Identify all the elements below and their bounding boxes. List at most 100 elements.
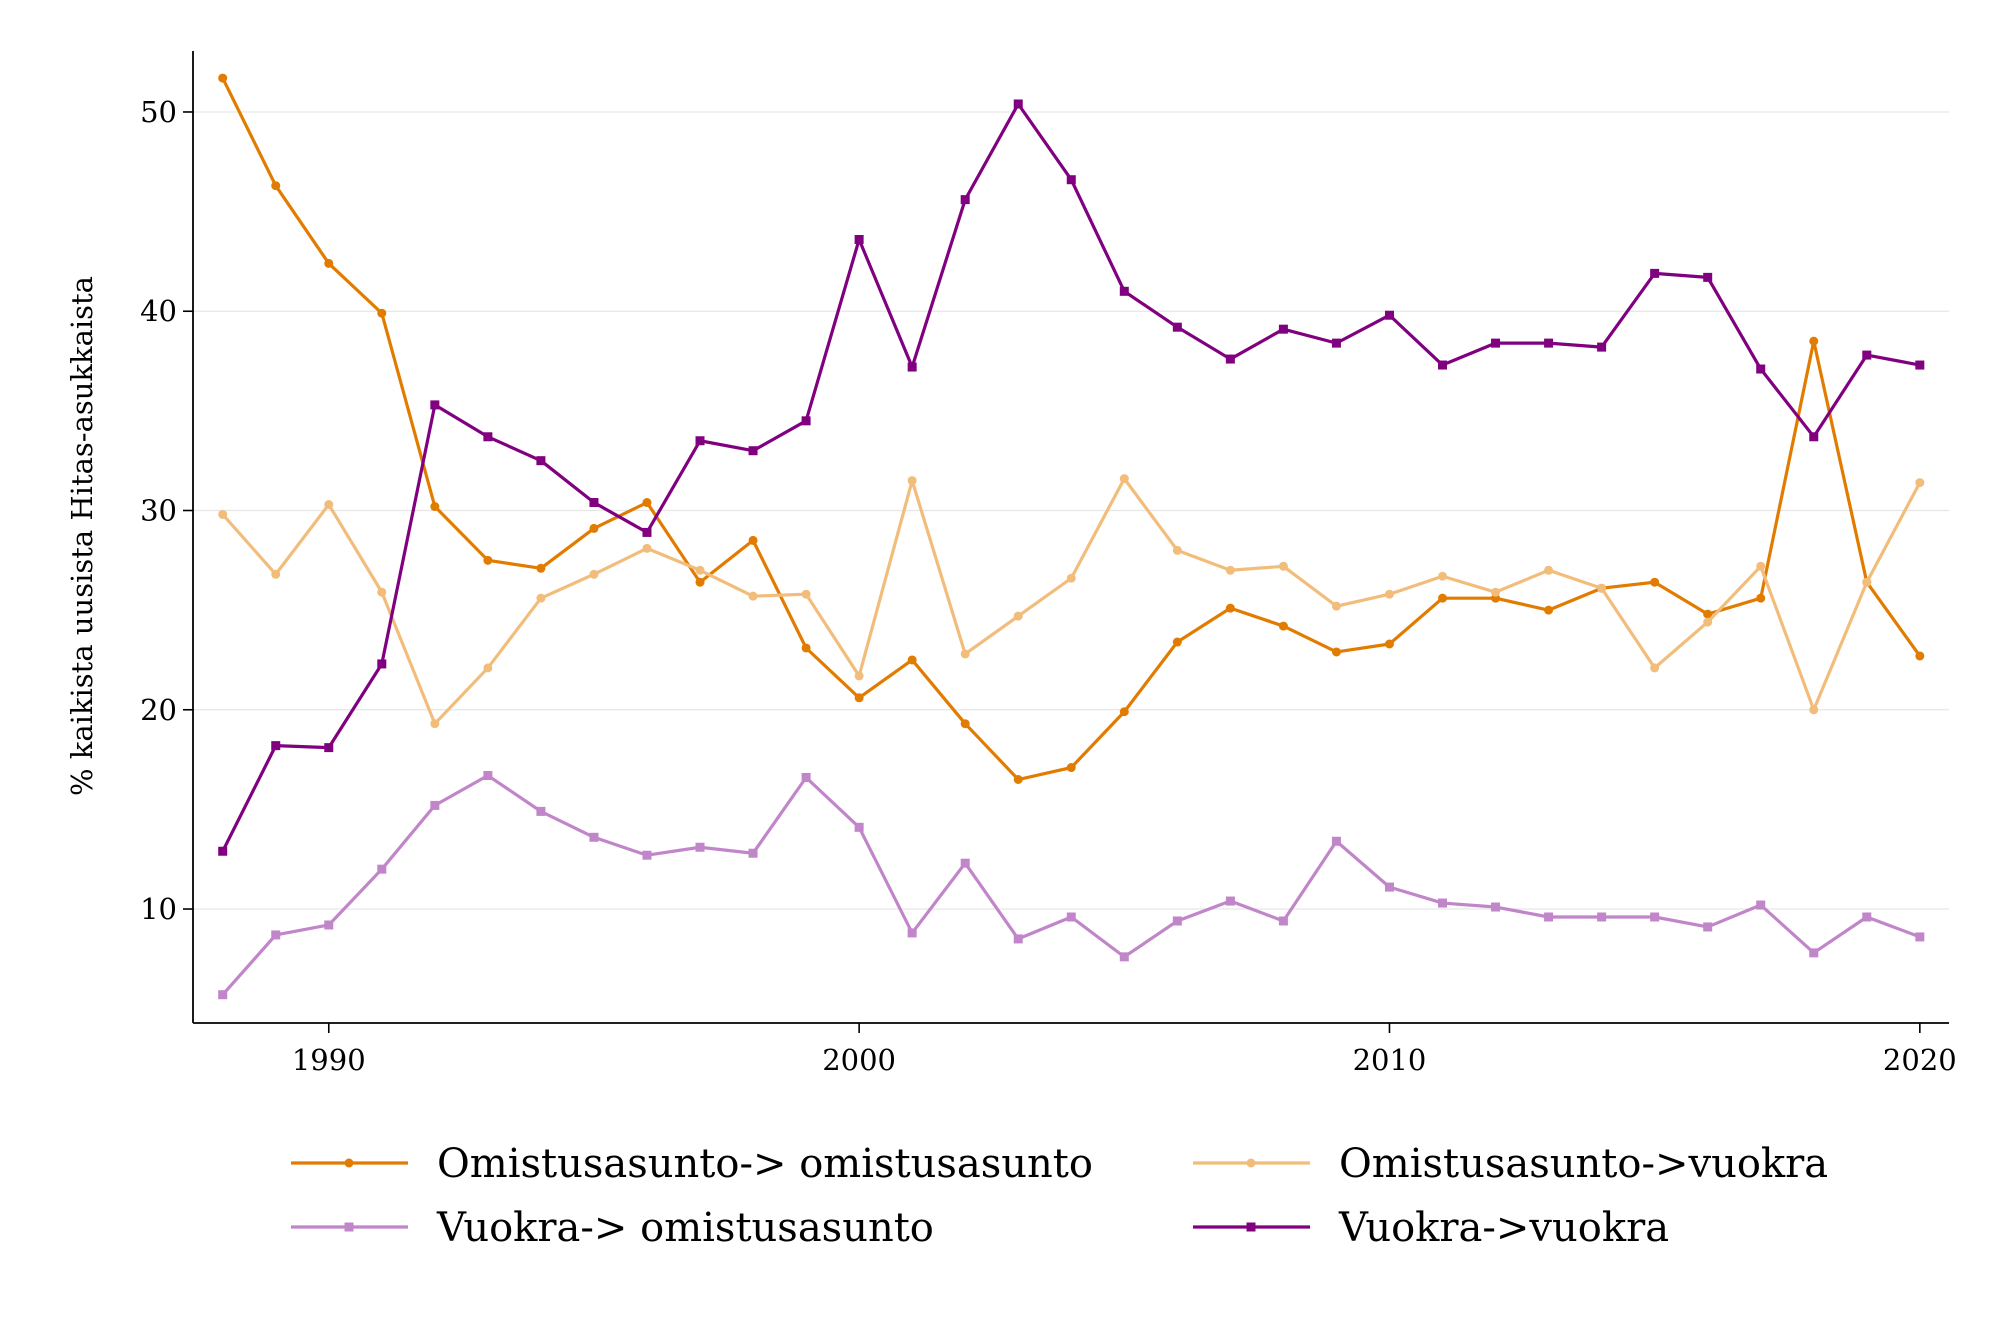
- data-point: [1703, 922, 1713, 932]
- data-point: [960, 858, 970, 868]
- data-point: [907, 928, 917, 938]
- data-point: [1119, 286, 1129, 296]
- data-point: [1703, 617, 1713, 627]
- series-2: [218, 771, 1925, 1000]
- data-point: [1544, 912, 1554, 922]
- data-point: [483, 432, 493, 442]
- data-point: [377, 659, 387, 669]
- data-point: [748, 848, 758, 858]
- data-point: [324, 743, 334, 753]
- y-tick-label: 30: [140, 493, 177, 527]
- data-point: [1597, 912, 1607, 922]
- data-point: [1809, 705, 1819, 715]
- series-0: [218, 73, 1925, 785]
- data-point: [1384, 589, 1394, 599]
- data-point: [1544, 565, 1554, 575]
- data-point: [218, 846, 228, 856]
- data-point: [1650, 577, 1660, 587]
- data-point: [1915, 360, 1925, 370]
- data-point: [1491, 587, 1501, 597]
- data-point: [1756, 593, 1766, 603]
- data-point: [642, 543, 652, 553]
- data-point: [907, 362, 917, 372]
- data-point: [642, 527, 652, 537]
- data-point: [1331, 647, 1341, 657]
- data-point: [589, 498, 599, 508]
- data-point: [589, 523, 599, 533]
- data-point: [1915, 651, 1925, 661]
- data-point: [1172, 637, 1182, 647]
- data-point: [271, 569, 281, 579]
- data-point: [1384, 310, 1394, 320]
- series-1: [218, 474, 1925, 729]
- legend-swatch-marker: [1246, 1222, 1256, 1232]
- data-point: [1331, 601, 1341, 611]
- data-point: [1862, 577, 1872, 587]
- data-point: [1278, 561, 1288, 571]
- data-point: [536, 593, 546, 603]
- data-point: [1438, 898, 1448, 908]
- data-point: [430, 719, 440, 729]
- data-point: [1809, 948, 1819, 958]
- data-point: [1225, 603, 1235, 613]
- data-point: [854, 693, 864, 703]
- data-point: [1225, 354, 1235, 364]
- data-point: [907, 476, 917, 486]
- data-point: [801, 773, 811, 783]
- data-point: [1066, 573, 1076, 583]
- data-point: [1384, 882, 1394, 892]
- data-point: [483, 663, 493, 673]
- data-point: [589, 569, 599, 579]
- data-point: [748, 591, 758, 601]
- data-point: [1013, 775, 1023, 785]
- data-point: [854, 822, 864, 832]
- series-line: [221, 102, 1921, 852]
- data-point: [801, 416, 811, 426]
- data-point: [960, 649, 970, 659]
- data-point: [536, 456, 546, 466]
- data-point: [324, 500, 334, 510]
- data-point: [1225, 896, 1235, 906]
- data-point: [324, 920, 334, 930]
- x-tick-label: 2010: [1353, 1043, 1427, 1077]
- y-tick-label: 40: [140, 294, 177, 328]
- data-point: [536, 806, 546, 816]
- data-point: [1438, 360, 1448, 370]
- legend-label: Vuokra->vuokra: [1338, 1205, 1669, 1251]
- data-point: [589, 832, 599, 842]
- legend-item: Omistusasunto-> omistusasunto: [291, 1141, 1093, 1187]
- legend-label: Omistusasunto-> omistusasunto: [437, 1141, 1093, 1187]
- legend-swatch-marker: [1246, 1158, 1256, 1168]
- data-point: [1862, 350, 1872, 360]
- data-point: [1809, 336, 1819, 346]
- data-point: [695, 436, 705, 446]
- data-point: [1756, 561, 1766, 571]
- data-point: [536, 563, 546, 573]
- data-point: [695, 565, 705, 575]
- data-point: [324, 258, 334, 268]
- data-point: [1066, 912, 1076, 922]
- data-point: [801, 643, 811, 653]
- gridlines: [193, 111, 1949, 910]
- data-point: [483, 771, 493, 781]
- data-point: [1915, 932, 1925, 942]
- legend: Omistusasunto-> omistusasunto Omistusasun…: [291, 1141, 1828, 1251]
- data-point: [1066, 763, 1076, 773]
- data-point: [1597, 342, 1607, 352]
- data-point: [1438, 571, 1448, 581]
- data-point: [1119, 707, 1129, 717]
- data-point: [642, 850, 652, 860]
- data-point: [960, 195, 970, 205]
- x-tick-label: 2020: [1883, 1043, 1957, 1077]
- data-point: [1278, 621, 1288, 631]
- y-tick-label: 50: [140, 95, 177, 129]
- data-point: [483, 555, 493, 565]
- data-point: [1278, 324, 1288, 334]
- data-point: [1331, 836, 1341, 846]
- data-point: [1756, 364, 1766, 374]
- data-point: [1438, 593, 1448, 603]
- data-point: [271, 741, 281, 751]
- data-point: [1915, 478, 1925, 488]
- data-point: [271, 930, 281, 940]
